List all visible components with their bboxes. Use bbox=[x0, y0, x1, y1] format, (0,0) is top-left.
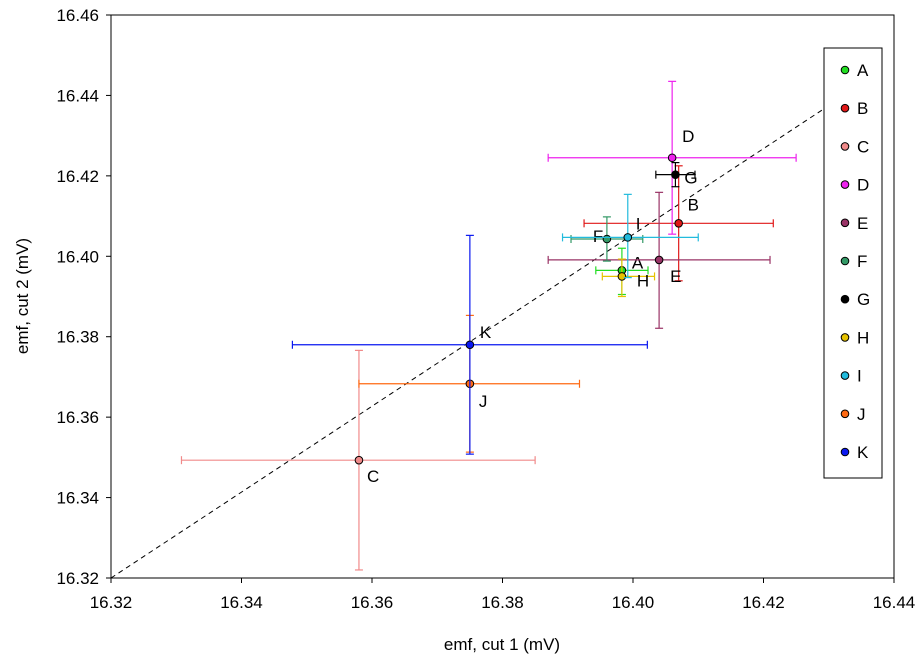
series-k: K bbox=[291, 234, 648, 455]
y-axis: 16.32 16.34 16.36 16.38 16.40 16.42 16.44 16.46 bbox=[56, 6, 111, 588]
legend-label: K bbox=[857, 443, 869, 462]
y-axis-label: emf, cut 2 (mV) bbox=[13, 238, 32, 354]
legend-marker bbox=[840, 103, 850, 113]
series-layer: A B C D E F G H I J K bbox=[180, 80, 797, 571]
legend-entry-j: J bbox=[840, 405, 866, 424]
series-h: H bbox=[601, 258, 656, 298]
legend-label: C bbox=[857, 137, 869, 156]
x-tick-label: 16.36 bbox=[351, 593, 394, 612]
legend-marker bbox=[840, 218, 850, 228]
x-tick-label: 16.44 bbox=[873, 593, 916, 612]
series-g: G bbox=[655, 161, 698, 188]
legend-entry-g: G bbox=[840, 290, 870, 309]
point-label: C bbox=[367, 467, 379, 486]
legend-entry-d: D bbox=[840, 176, 869, 195]
x-axis: 16.32 16.34 16.36 16.38 16.40 16.42 16.44 bbox=[90, 578, 916, 612]
legend-marker bbox=[840, 333, 850, 342]
reference-line bbox=[110, 89, 853, 579]
y-tick-label: 16.32 bbox=[56, 569, 99, 588]
x-tick-label: 16.38 bbox=[481, 593, 524, 612]
legend-marker bbox=[840, 409, 850, 419]
series-e: E bbox=[547, 191, 771, 329]
legend-marker bbox=[840, 142, 850, 151]
x-axis-label: emf, cut 1 (mV) bbox=[444, 635, 560, 654]
legend-marker bbox=[840, 447, 850, 457]
data-point bbox=[671, 170, 680, 179]
legend-label: H bbox=[857, 328, 869, 347]
point-label: G bbox=[684, 169, 697, 188]
data-point bbox=[602, 234, 612, 244]
legend-label: D bbox=[857, 176, 869, 195]
series-d: D bbox=[547, 80, 797, 235]
x-tick-label: 16.32 bbox=[90, 593, 133, 612]
legend-entry-f: F bbox=[840, 252, 867, 271]
legend-marker bbox=[840, 65, 850, 75]
legend-marker bbox=[840, 294, 850, 304]
data-point bbox=[623, 233, 633, 242]
data-point bbox=[674, 219, 683, 228]
x-tick-label: 16.34 bbox=[220, 593, 263, 612]
legend-entry-e: E bbox=[840, 214, 868, 233]
y-tick-label: 16.34 bbox=[56, 489, 99, 508]
legend-label: J bbox=[857, 405, 866, 424]
legend-label: B bbox=[857, 99, 868, 118]
y-tick-label: 16.36 bbox=[56, 408, 99, 427]
legend-label: F bbox=[857, 252, 867, 271]
series-b: B bbox=[583, 165, 774, 282]
legend-marker bbox=[840, 256, 850, 266]
series-i: I bbox=[561, 193, 699, 279]
x-tick-label: 16.42 bbox=[742, 593, 785, 612]
legend-entry-a: A bbox=[840, 61, 869, 80]
plot-area bbox=[110, 14, 895, 579]
x-tick-label: 16.40 bbox=[612, 593, 655, 612]
point-label: H bbox=[637, 271, 649, 290]
point-label: I bbox=[636, 214, 641, 233]
point-label: E bbox=[670, 267, 681, 286]
legend-label: I bbox=[857, 367, 862, 386]
legend-marker bbox=[840, 371, 850, 380]
data-point bbox=[354, 455, 364, 465]
data-point bbox=[667, 153, 677, 163]
legend-entry-k: K bbox=[840, 443, 869, 462]
legend-entry-c: C bbox=[840, 137, 869, 156]
legend-label: G bbox=[857, 290, 870, 309]
y-tick-label: 16.46 bbox=[56, 6, 99, 25]
point-label: J bbox=[479, 392, 488, 411]
legend-entry-b: B bbox=[840, 99, 868, 118]
legend-entry-h: H bbox=[840, 328, 869, 347]
y-tick-label: 16.38 bbox=[56, 328, 99, 347]
point-label: B bbox=[688, 195, 699, 214]
point-label: A bbox=[632, 253, 644, 272]
y-tick-label: 16.40 bbox=[56, 247, 99, 266]
data-point bbox=[654, 255, 664, 265]
y-tick-label: 16.42 bbox=[56, 167, 99, 186]
point-label: F bbox=[593, 227, 603, 246]
legend-label: A bbox=[857, 61, 869, 80]
legend-entry-i: I bbox=[840, 367, 862, 386]
legend-marker bbox=[840, 180, 850, 189]
legend-label: E bbox=[857, 214, 868, 233]
data-point bbox=[465, 340, 475, 350]
reference-line-layer bbox=[110, 89, 853, 579]
legend-box bbox=[823, 47, 883, 479]
y-tick-label: 16.44 bbox=[56, 86, 99, 105]
data-point bbox=[617, 272, 627, 281]
point-label: K bbox=[480, 323, 492, 342]
point-label: D bbox=[682, 127, 694, 146]
